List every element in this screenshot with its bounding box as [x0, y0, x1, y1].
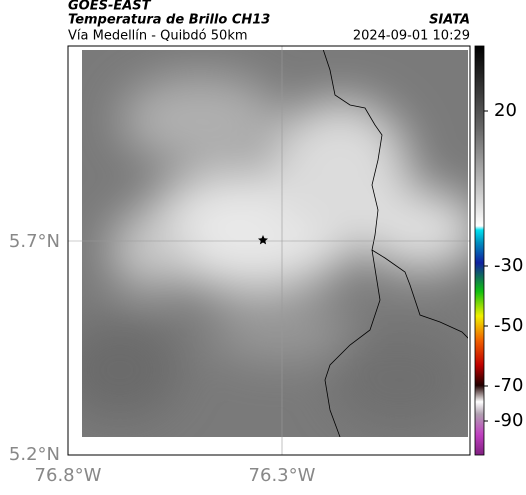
source: SIATA [429, 13, 470, 28]
lon-label: 76.3°W [249, 465, 316, 486]
colorbar [474, 45, 485, 456]
map-frame [67, 45, 471, 456]
colorbar-label: 20 [494, 100, 517, 121]
satellite-image [82, 50, 468, 437]
colorbar-label: -90 [494, 410, 523, 431]
route: Vía Medellín - Quibdó 50km [68, 29, 248, 44]
lat-label: 5.7°N [9, 231, 60, 252]
colorbar-label: -30 [494, 255, 523, 276]
lat-label: 5.2°N [9, 444, 60, 465]
lon-label: 76.8°W [35, 465, 102, 486]
timestamp: 2024-09-01 10:29 [353, 29, 470, 44]
colorbar-label: -70 [494, 375, 523, 396]
subtitle: Temperatura de Brillo CH13 [68, 13, 270, 28]
colorbar-label: -50 [494, 315, 523, 336]
title: GOES-EAST [68, 0, 152, 14]
station-marker [257, 235, 268, 245]
